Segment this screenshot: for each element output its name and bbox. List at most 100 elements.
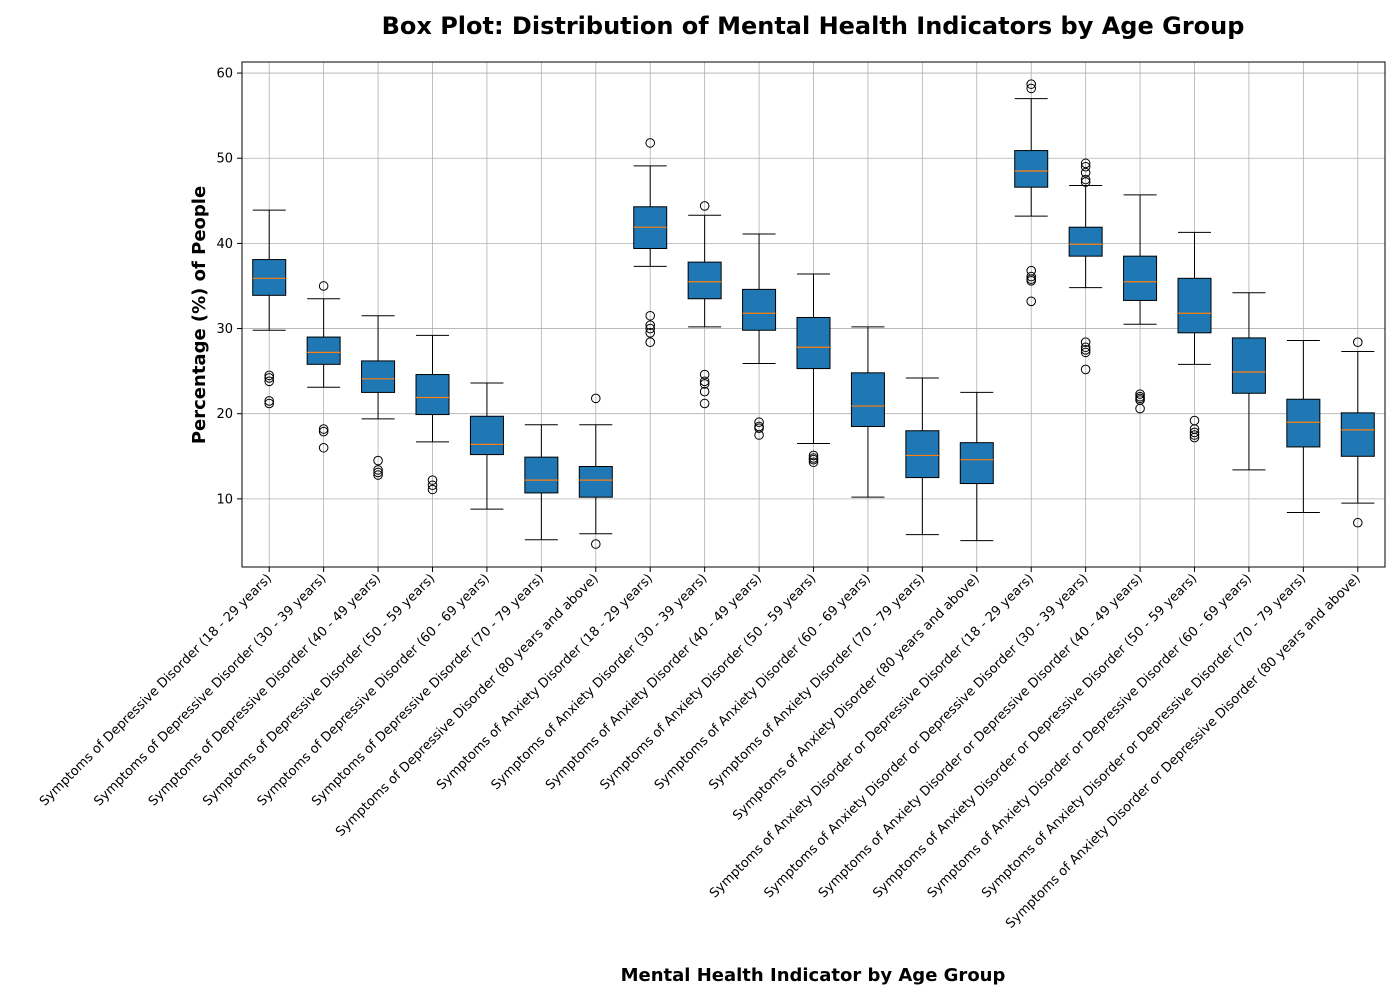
box-group: [1340, 337, 1375, 528]
flier-point: [373, 470, 383, 480]
flier-point: [1080, 364, 1091, 375]
flier-point: [1080, 174, 1091, 185]
flier-point: [1080, 177, 1091, 187]
flier-point: [754, 423, 764, 433]
box-iqr: [252, 259, 287, 296]
y-tick-label: 30: [216, 322, 233, 337]
box-iqr: [1340, 412, 1375, 457]
flier-point: [1080, 161, 1091, 172]
flier-point: [373, 455, 383, 466]
box-iqr: [796, 316, 831, 370]
box-iqr: [959, 442, 994, 485]
box-iqr: [687, 261, 722, 300]
flier-point: [1352, 337, 1363, 347]
box-group: [524, 424, 559, 541]
flier-point: [264, 373, 275, 383]
flier-point: [1080, 342, 1091, 353]
y-tick-label: 40: [216, 237, 233, 252]
box-iqr: [1068, 226, 1103, 257]
flier-point: [699, 369, 710, 380]
flier-point: [1135, 403, 1145, 414]
flier-point: [427, 480, 438, 491]
flier-point: [427, 475, 438, 485]
flier-point: [699, 201, 710, 211]
box-iqr: [905, 430, 940, 479]
flier-point: [645, 328, 656, 338]
flier-point: [1080, 158, 1091, 169]
flier-point: [318, 281, 329, 291]
flier-point: [373, 465, 383, 475]
y-axis-label: Percentage (%) of People: [189, 186, 210, 444]
flier-point: [1080, 337, 1091, 347]
box-iqr: [524, 456, 559, 494]
box-group: [742, 233, 777, 440]
box-group: [796, 273, 831, 468]
flier-point: [590, 539, 601, 549]
box-iqr: [415, 374, 450, 416]
flier-point: [645, 320, 656, 330]
chart-title: Box Plot: Distribution of Mental Health …: [382, 12, 1245, 40]
flier-point: [264, 376, 275, 387]
box-group: [1286, 339, 1321, 513]
box-iqr: [850, 372, 885, 427]
y-tick-label: 10: [216, 492, 233, 507]
flier-point: [808, 450, 819, 461]
box-group: [633, 138, 668, 347]
x-axis-label: Mental Health Indicator by Age Group: [621, 965, 1006, 986]
flier-point: [699, 376, 710, 387]
flier-point: [427, 484, 438, 495]
box-iqr: [742, 288, 777, 331]
y-tick-label: 50: [216, 152, 233, 167]
box-group: [905, 377, 940, 536]
flier-point: [1135, 389, 1145, 399]
flier-point: [754, 430, 764, 440]
flier-point: [1080, 345, 1091, 355]
y-tick-label: 60: [216, 67, 233, 82]
flier-point: [318, 426, 329, 437]
flier-point: [373, 467, 383, 478]
box-iqr: [361, 360, 396, 393]
box-group: [959, 391, 994, 542]
box-iqr: [1231, 337, 1266, 394]
box-group: [1231, 292, 1266, 471]
flier-point: [1026, 296, 1037, 307]
flier-point: [318, 424, 329, 434]
flier-point: [1352, 517, 1363, 528]
box-group: [469, 382, 504, 510]
y-tick-label: 20: [216, 407, 233, 422]
flier-point: [1189, 430, 1200, 440]
flier-point: [1026, 271, 1037, 282]
flier-point: [754, 417, 764, 428]
flier-point: [1026, 83, 1037, 94]
plot-area-frame: [241, 61, 1386, 568]
flier-point: [645, 323, 656, 334]
flier-point: [1189, 432, 1200, 443]
flier-point: [645, 310, 656, 321]
box-group: [415, 334, 450, 495]
flier-point: [264, 396, 275, 406]
flier-point: [590, 393, 601, 404]
flier-point: [645, 138, 656, 148]
box-iqr: [1123, 255, 1158, 301]
box-group: [1177, 231, 1212, 443]
flier-point: [264, 398, 275, 409]
box-group: [1014, 79, 1049, 307]
box-group: [1068, 158, 1103, 375]
box-group: [687, 201, 722, 409]
box-group: [252, 209, 287, 409]
box-group: [850, 326, 885, 498]
flier-point: [318, 442, 329, 453]
flier-point: [699, 398, 710, 409]
flier-point: [1189, 427, 1200, 438]
box-group: [306, 281, 341, 453]
box-iqr: [578, 466, 613, 498]
flier-point: [808, 457, 819, 468]
box-iqr: [306, 336, 341, 365]
flier-point: [645, 337, 656, 347]
flier-point: [699, 386, 710, 397]
box-iqr: [469, 415, 504, 456]
box-iqr: [1286, 398, 1321, 448]
flier-point: [1026, 276, 1037, 286]
